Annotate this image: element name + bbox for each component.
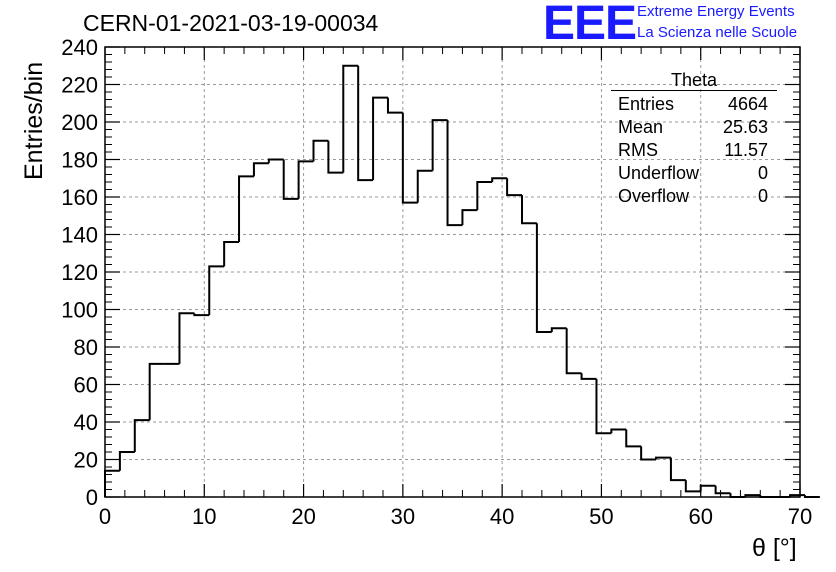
histogram-bin: [803, 495, 820, 498]
stats-label: Underflow: [618, 163, 700, 183]
histogram-bin: [238, 175, 254, 242]
stats-label: RMS: [618, 140, 658, 160]
histogram-bin: [148, 362, 165, 421]
histogram-bin: [684, 480, 701, 493]
histogram-bin: [669, 457, 686, 482]
stats-row-underflow: Underflow 0: [611, 162, 777, 185]
histogram-bin: [178, 312, 195, 364]
histogram-bin: [550, 327, 567, 332]
stats-value: 4664: [727, 94, 768, 114]
stats-value: 0: [757, 163, 768, 183]
histogram-bin: [252, 162, 269, 177]
stats-box: Theta Entries 4664 Mean 25.63 RMS 11.57 …: [611, 70, 777, 208]
x-tick-label: 20: [291, 504, 315, 529]
stats-row-entries: Entries 4664: [611, 93, 777, 116]
histogram-bin: [446, 120, 463, 227]
histogram-bin: [655, 456, 671, 460]
x-tick-label: 50: [589, 504, 613, 529]
histogram-bin: [193, 313, 210, 317]
y-tick-label: 240: [61, 35, 98, 60]
stats-row-overflow: Overflow 0: [611, 185, 777, 208]
y-tick-label: 0: [86, 485, 98, 510]
stats-box-title: Theta: [611, 70, 777, 91]
histogram-bin: [580, 373, 597, 380]
histogram-bin: [535, 223, 552, 333]
histogram-bin: [431, 119, 448, 171]
histogram-bin: [223, 241, 240, 267]
stats-value: 25.63: [722, 117, 768, 137]
y-tick-label: 140: [61, 223, 98, 248]
histogram-bin: [357, 65, 374, 182]
x-tick-label: 40: [490, 504, 514, 529]
histogram-bin: [565, 328, 582, 375]
histogram-bin: [312, 139, 329, 162]
x-tick-label: 0: [99, 504, 111, 529]
logo-text-line1: Extreme Energy Events: [637, 3, 795, 20]
stats-value: 0: [757, 186, 768, 206]
histogram-bin: [521, 195, 537, 225]
histogram-bin: [297, 160, 314, 199]
histogram-bin: [342, 64, 359, 173]
stats-value: 11.57: [724, 140, 768, 160]
y-tick-label: 100: [61, 298, 98, 323]
x-tick-label: 30: [391, 504, 415, 529]
x-tick-label: 70: [788, 504, 812, 529]
histogram-bin: [282, 159, 299, 200]
histogram-bin: [625, 429, 642, 448]
histogram-bin: [595, 378, 612, 435]
histogram-bin: [461, 209, 478, 226]
histogram-bars: [104, 64, 820, 498]
histogram-bin: [133, 419, 150, 452]
y-tick-label: 160: [61, 185, 98, 210]
tick-labels: 0 10 20 30 40 50 60 70 0 20 40 60 80 100 120 140 160 180 2…: [61, 35, 812, 529]
histogram-bin: [208, 265, 225, 316]
stats-row-mean: Mean 25.63: [611, 116, 777, 139]
histogram-bin: [610, 428, 627, 434]
histogram-bin: [491, 177, 508, 182]
y-axis-title: Entries/bin: [20, 61, 48, 180]
x-tick-label: 60: [688, 504, 712, 529]
y-tick-label: 20: [74, 448, 98, 473]
histogram-bin: [401, 112, 418, 204]
grid-lines: [105, 47, 800, 497]
stats-label: Mean: [618, 117, 664, 137]
y-tick-label: 80: [74, 335, 98, 360]
histogram-bin: [372, 96, 388, 181]
histogram-bin: [476, 181, 493, 211]
logo-text-line2: La Scienza nelle Scuole: [637, 24, 798, 41]
y-tick-label: 60: [74, 373, 98, 398]
histogram-bin: [714, 485, 731, 495]
chart-title: CERN-01-2021-03-19-00034: [83, 10, 379, 36]
y-tick-label: 40: [74, 410, 98, 435]
histogram-bin: [640, 446, 657, 461]
histogram-bin: [327, 140, 344, 174]
y-tick-label: 200: [61, 110, 98, 135]
histogram-bin: [267, 158, 284, 164]
stats-label: Overflow: [618, 186, 690, 206]
y-tick-label: 180: [61, 148, 98, 173]
axis-ticks: [104, 46, 801, 498]
stats-label: Entries: [618, 94, 675, 114]
histogram-bin: [699, 484, 716, 492]
x-axis-title: θ [°]: [752, 534, 797, 562]
x-tick-label: 10: [192, 504, 216, 529]
histogram-bin: [118, 451, 135, 471]
eee-logo: EEE: [543, 0, 637, 50]
histogram-bin: [416, 169, 433, 203]
y-tick-label: 120: [61, 260, 98, 285]
histogram-bin: [386, 97, 403, 114]
histogram-bin: [506, 178, 522, 197]
y-tick-label: 220: [61, 73, 98, 98]
stats-row-rms: RMS 11.57: [611, 139, 777, 162]
